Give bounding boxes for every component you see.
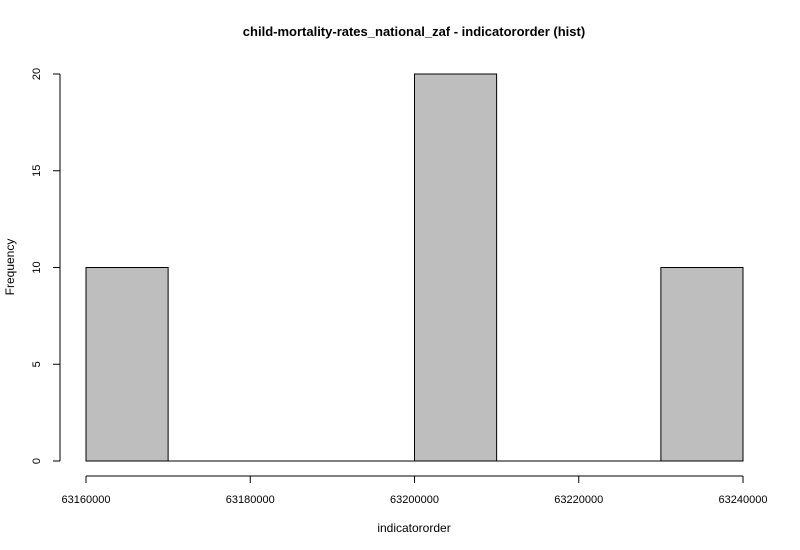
x-axis-label: indicatororder: [377, 521, 450, 535]
y-axis-label: Frequency: [3, 239, 17, 296]
bars-group: [85, 73, 744, 462]
y-tick-label-3: 15: [31, 165, 43, 177]
bar-4: [414, 73, 498, 462]
y-tick-label-4: 20: [31, 68, 43, 80]
bar-7: [660, 267, 744, 462]
x-axis: 63160000 63180000 63200000 63220000 63240000: [62, 475, 768, 506]
x-tick-label-1: 63180000: [226, 494, 275, 506]
x-tick-label-4: 63240000: [719, 494, 768, 506]
x-tick-label-3: 63220000: [554, 494, 603, 506]
chart-title: child-mortality-rates_national_zaf - ind…: [243, 24, 585, 39]
x-tick-label-2: 63200000: [390, 494, 439, 506]
y-tick-label-2: 10: [31, 261, 43, 273]
x-tick-label-0: 63160000: [62, 494, 111, 506]
y-tick-label-1: 5: [31, 361, 43, 367]
y-axis: 0 5 10 15 20: [31, 68, 61, 464]
bar-0: [85, 267, 169, 462]
y-tick-label-0: 0: [31, 458, 43, 464]
